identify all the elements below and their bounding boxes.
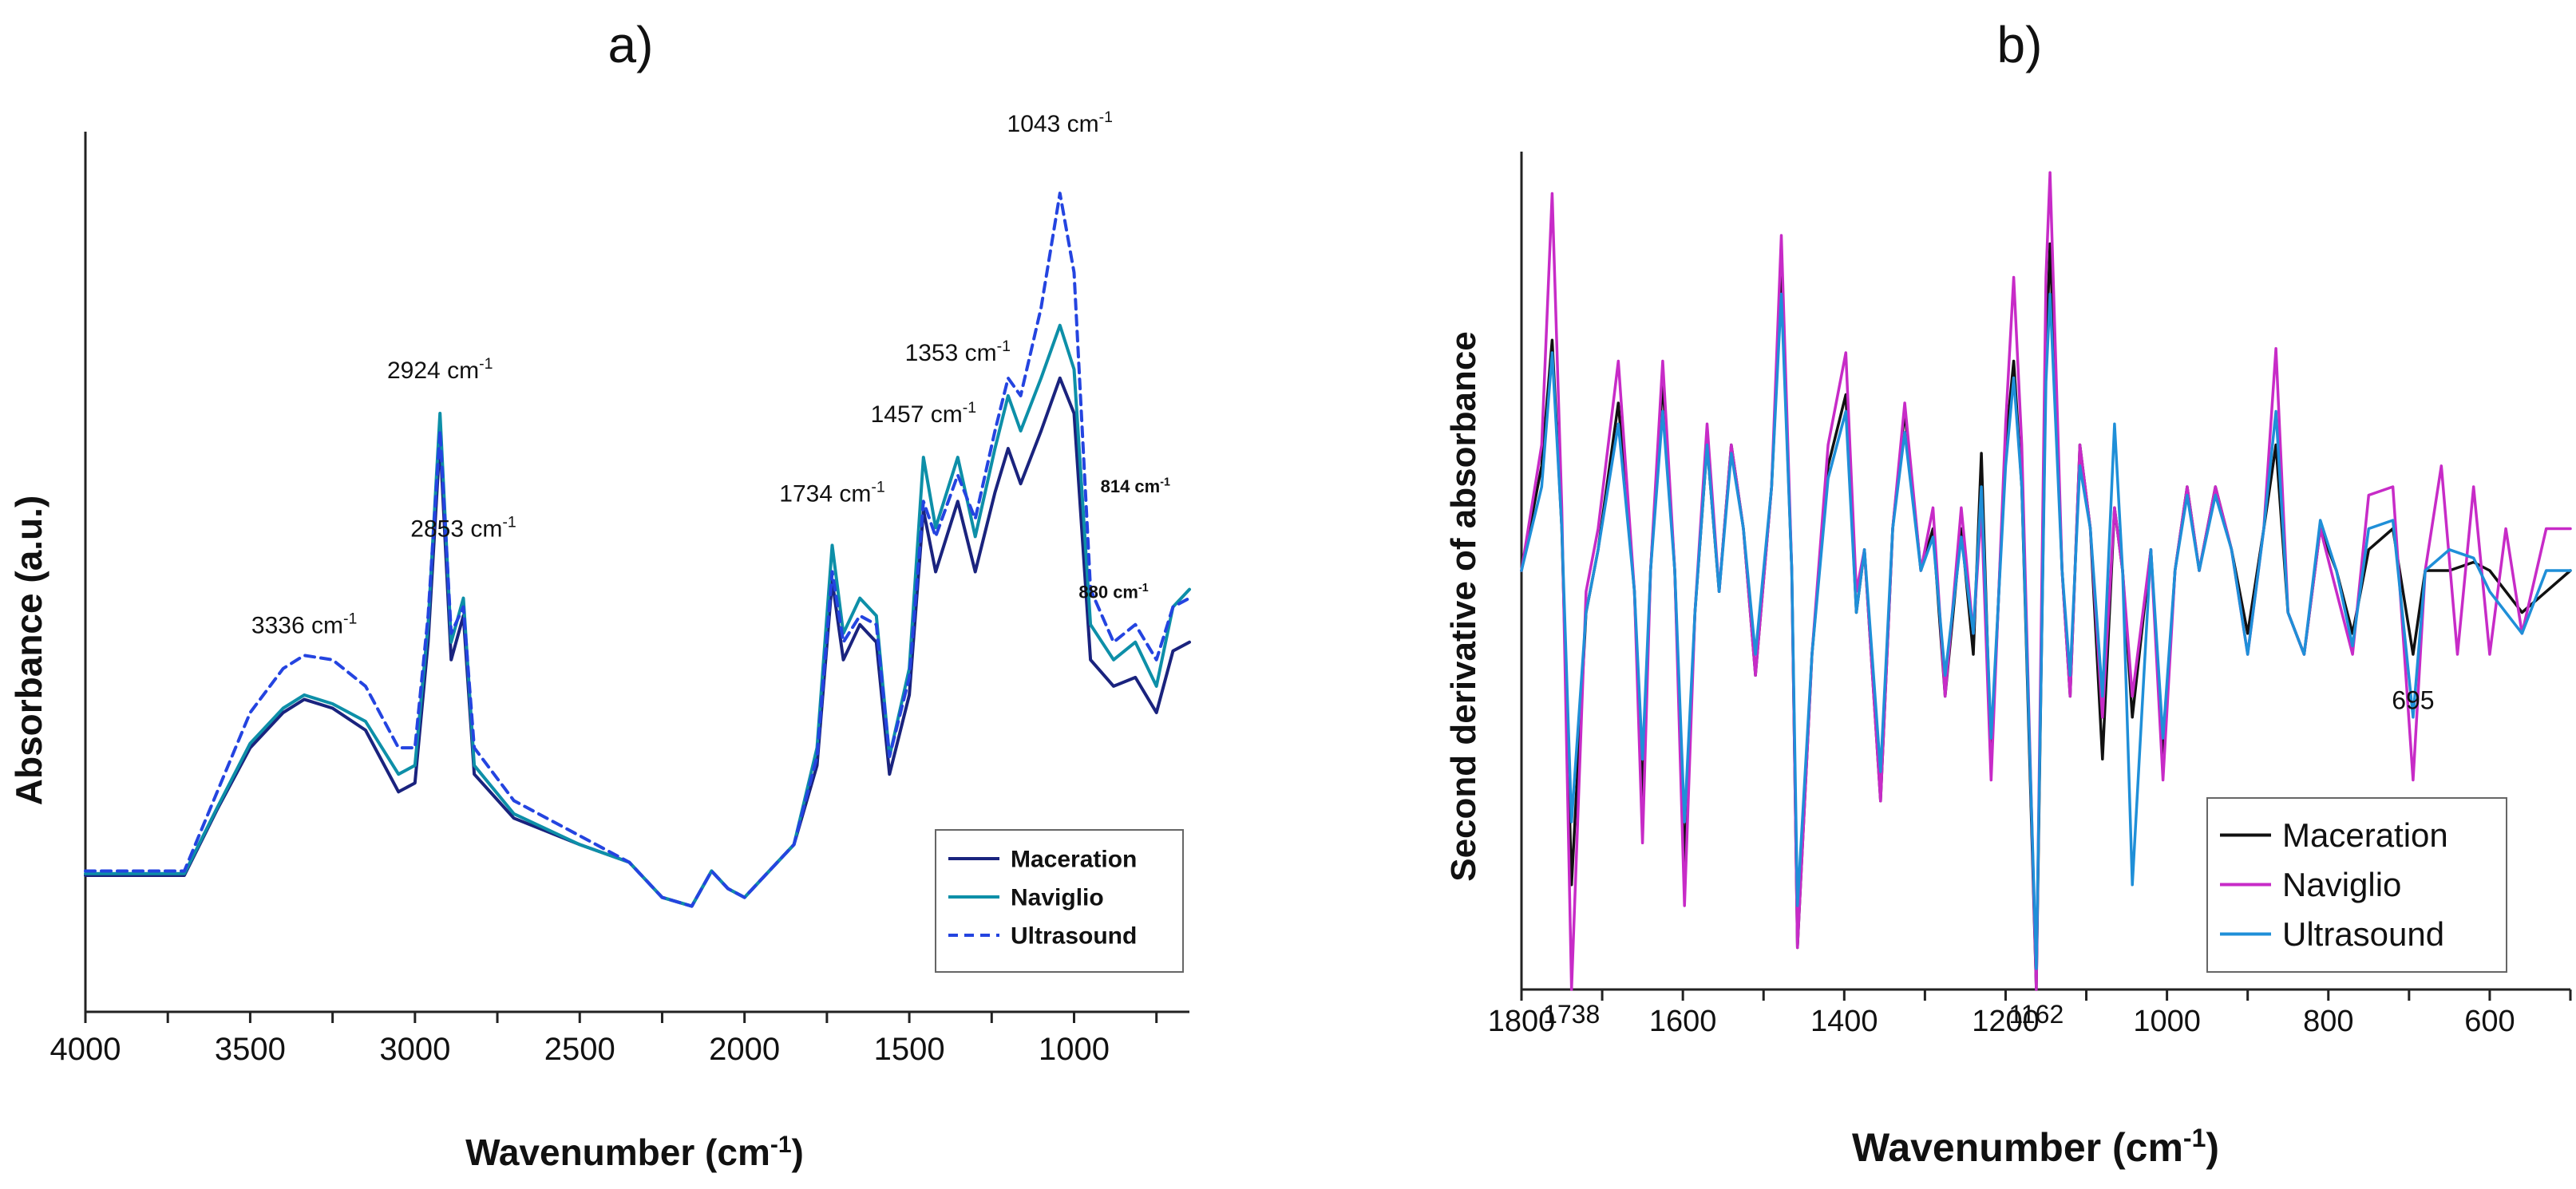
panel-a-legend-label: Maceration [1011, 847, 1137, 873]
panel-b-x-tick-label: 1200 [1972, 1005, 2040, 1038]
panel-b-legend: Maceration Naviglio Ultrasound [2206, 797, 2507, 973]
panel-b-legend-label: Maceration [2282, 816, 2448, 854]
panel-b-annotation: 1162 [2008, 1000, 2064, 1029]
panel-b-x-axis-title: Wavenumber (cm-1) [1852, 1124, 2219, 1170]
panel-a-chart: a) 4000 3500 3000 2500 2000 1500 1000 3336 cm-… [8, 16, 1191, 1173]
panel-a-annotation: 1353 cm-1 [905, 338, 1011, 366]
panel-a-x-axis-title-sup: -1 [770, 1132, 792, 1158]
panel-b-annotations: 1738 1162 695 [1543, 685, 2435, 1029]
panel-a-x-axis-title-tail: ) [792, 1132, 804, 1173]
panel-a-annotation: 2853 cm-1 [410, 513, 516, 542]
panel-b-x-tick-label: 1600 [1649, 1005, 1717, 1038]
panel-b-axes: 1800 1600 1400 1200 1000 800 600 [1488, 152, 2572, 1038]
panel-a-annotation: 1734 cm-1 [779, 478, 884, 507]
panel-b-series-naviglio [1520, 171, 2572, 991]
panel-b-legend-label: Naviglio [2282, 866, 2401, 903]
panel-b-annotation: 695 [2392, 685, 2434, 714]
panel-a-annotation: 814 cm-1 [1101, 476, 1170, 496]
panel-b-series-ultrasound [1520, 292, 2572, 970]
panel-b-x-tick-label: 800 [2303, 1005, 2353, 1038]
panel-a-x-tick-label: 1500 [874, 1032, 945, 1067]
panel-b-x-tick-label: 1800 [1488, 1005, 1556, 1038]
panel-a-annotation: 1457 cm-1 [871, 399, 976, 428]
panel-a-annotations: 3336 cm-1 2924 cm-1 2853 cm-1 1734 cm-1 1457… [251, 109, 1170, 639]
panel-a-x-tick-label: 2500 [544, 1032, 615, 1067]
panel-a-series-ultrasound [84, 192, 1191, 908]
panel-a-x-tick-label: 3000 [379, 1032, 450, 1067]
panel-a-x-axis-title: Wavenumber (cm-1) [465, 1132, 804, 1173]
panel-a-series-maceration [84, 376, 1191, 908]
panel-b-x-axis-title-tail: ) [2206, 1125, 2219, 1170]
panel-b-x-tick-label: 1000 [2133, 1005, 2201, 1038]
panel-a-legend-label: Naviglio [1011, 885, 1104, 911]
panel-a-x-tick-label: 1000 [1039, 1032, 1110, 1067]
panel-a-label: a) [608, 16, 654, 73]
panel-a-annotation: 880 cm-1 [1078, 582, 1148, 602]
panel-b-x-axis-title-sup: -1 [2183, 1124, 2206, 1152]
panel-b-y-axis-title: Second derivative of absorbance [1444, 331, 1483, 882]
panel-b-legend-label: Ultrasound [2282, 915, 2444, 953]
panel-b-label: b) [1997, 16, 2043, 73]
panel-a-legend: Maceration Naviglio Ultrasound [935, 829, 1184, 973]
panel-b-x-tick-label: 1400 [1810, 1005, 1878, 1038]
panel-a-legend-box [935, 829, 1184, 973]
panel-a-x-tick-label: 2000 [709, 1032, 780, 1067]
panel-a-annotation: 1043 cm-1 [1007, 109, 1113, 137]
panel-b-x-axis-title-main: Wavenumber (cm [1852, 1125, 2183, 1170]
panel-a-y-axis-title: Absorbance (a.u.) [8, 496, 49, 806]
panel-b-x-tick-label: 600 [2464, 1005, 2515, 1038]
panel-a-x-tick-label: 4000 [50, 1032, 121, 1067]
panel-a-series [84, 192, 1191, 908]
panel-a-annotation: 2924 cm-1 [387, 355, 493, 384]
panel-b-series [1520, 171, 2572, 991]
panel-a-axes: 4000 3500 3000 2500 2000 1500 1000 [50, 132, 1189, 1067]
panel-a-legend-label: Ultrasound [1011, 923, 1137, 950]
panel-b-annotation: 1738 [1543, 1000, 1600, 1029]
panel-a-x-tick-label: 3500 [215, 1032, 286, 1067]
panel-b-chart: b) 1800 1600 1400 1200 1000 800 600 1738 1162 69… [1444, 16, 2572, 1170]
panel-a-annotation: 3336 cm-1 [251, 610, 357, 639]
panel-a-x-axis-title-main: Wavenumber (cm [465, 1132, 770, 1173]
